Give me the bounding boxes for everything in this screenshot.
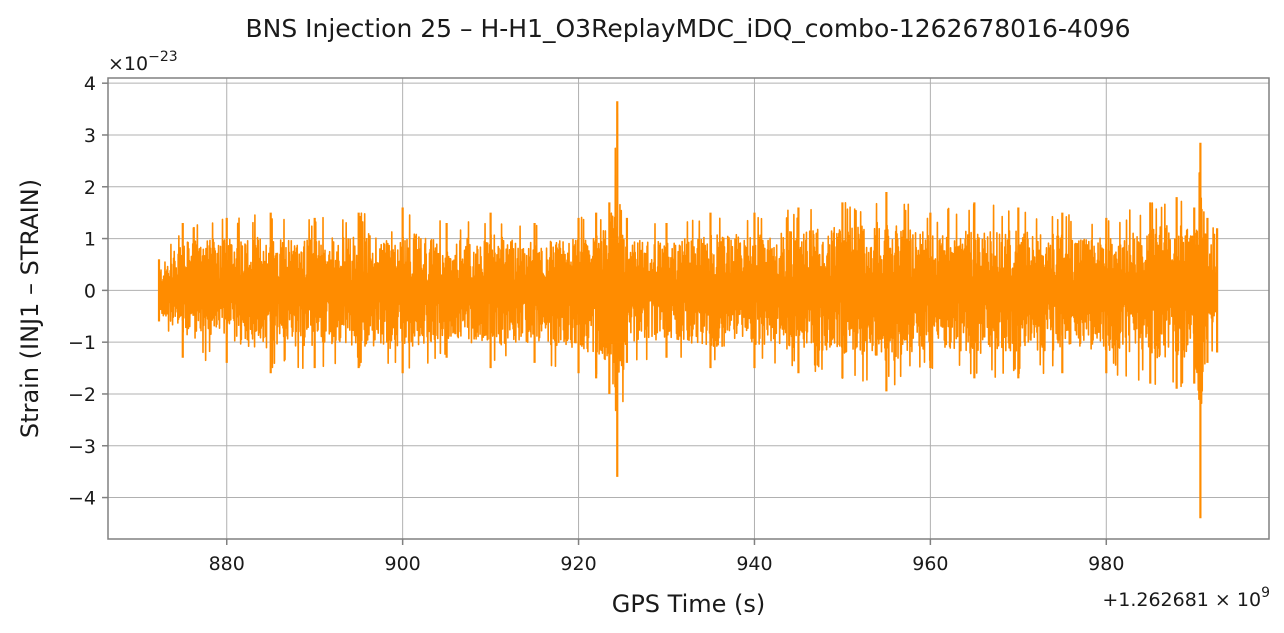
y-scale-exponent: −23 bbox=[148, 49, 178, 65]
y-scale-base: ×10 bbox=[108, 53, 148, 75]
series-layer bbox=[157, 101, 1219, 519]
x-offset-base: +1.262681 × 10 bbox=[1102, 589, 1261, 611]
x-tick-label: 920 bbox=[560, 553, 596, 575]
y-tick-label: 2 bbox=[84, 177, 96, 199]
x-axis-title: GPS Time (s) bbox=[612, 590, 766, 618]
y-tick-label: 4 bbox=[84, 73, 96, 95]
x-tick-label: 880 bbox=[209, 553, 245, 575]
y-tick-label: −4 bbox=[68, 488, 96, 510]
y-tick-label: −1 bbox=[68, 332, 96, 354]
x-tick-label: 900 bbox=[385, 553, 421, 575]
y-axis: −4 −3 −2 −1 0 1 2 3 4 bbox=[68, 73, 108, 510]
y-scale-label: ×10−23 bbox=[108, 49, 178, 75]
x-tick-label: 940 bbox=[736, 553, 772, 575]
y-tick-label: 3 bbox=[84, 125, 96, 147]
y-axis-title: Strain (INJ1 – STRAIN) bbox=[16, 179, 44, 438]
y-tick-label: 1 bbox=[84, 229, 96, 251]
strain-series-line bbox=[158, 112, 1218, 412]
x-tick-label: 980 bbox=[1088, 553, 1124, 575]
chart-title: BNS Injection 25 – H-H1_O3ReplayMDC_iDQ_… bbox=[245, 14, 1130, 43]
y-tick-label: −3 bbox=[68, 436, 96, 458]
y-tick-label: −2 bbox=[68, 384, 96, 406]
plot-frame bbox=[107, 77, 1270, 540]
y-tick-label: 0 bbox=[84, 280, 96, 302]
x-offset-exponent: 9 bbox=[1261, 585, 1270, 601]
x-offset-label: +1.262681 × 109 bbox=[1102, 585, 1270, 611]
x-tick-label: 960 bbox=[912, 553, 948, 575]
x-axis: 880 900 920 940 960 980 bbox=[209, 539, 1124, 575]
